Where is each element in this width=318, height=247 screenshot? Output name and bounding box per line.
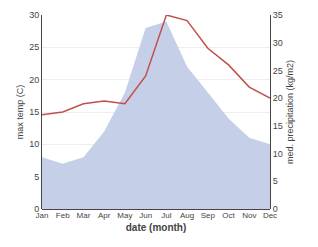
svg-text:10: 10 [29,139,39,149]
svg-text:Oct: Oct [222,211,235,220]
svg-text:Feb: Feb [56,211,70,220]
svg-text:0: 0 [273,204,278,214]
svg-text:25: 25 [29,42,39,52]
svg-text:med. precipitation (kg/m2): med. precipitation (kg/m2) [285,60,295,164]
svg-text:30: 30 [29,10,39,20]
svg-text:0: 0 [34,204,39,214]
svg-text:May: May [117,211,132,220]
svg-text:Apr: Apr [98,211,111,220]
svg-text:max temp (C): max temp (C) [15,85,25,140]
svg-text:Sep: Sep [201,211,216,220]
svg-text:Jan: Jan [36,211,49,220]
svg-text:35: 35 [273,10,283,20]
svg-text:5: 5 [34,172,39,182]
svg-text:Jun: Jun [139,211,152,220]
svg-text:10: 10 [273,149,283,159]
svg-text:15: 15 [273,121,283,131]
svg-text:20: 20 [273,93,283,103]
svg-text:Nov: Nov [242,211,256,220]
svg-text:20: 20 [29,75,39,85]
svg-text:Jul: Jul [161,211,171,220]
svg-text:date (month): date (month) [126,222,187,233]
svg-text:25: 25 [273,66,283,76]
svg-text:15: 15 [29,107,39,117]
svg-text:Dec: Dec [263,211,277,220]
svg-text:Mar: Mar [77,211,91,220]
svg-text:5: 5 [273,176,278,186]
svg-text:Aug: Aug [180,211,194,220]
svg-text:30: 30 [273,38,283,48]
